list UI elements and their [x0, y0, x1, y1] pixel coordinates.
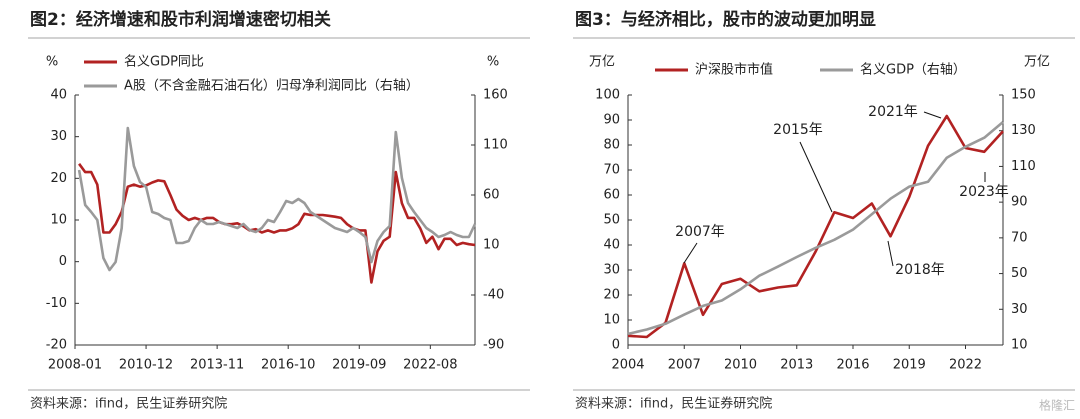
y-tick-label: 30	[50, 129, 67, 144]
y2-tick-label: 110	[483, 138, 508, 153]
x-tick-label: 2008-01	[48, 358, 102, 373]
y2-tick-label: 160	[483, 88, 508, 103]
y-tick-label: 70	[603, 163, 620, 178]
x-tick-label: 2013	[780, 358, 813, 373]
y2-tick-label: 30	[1011, 302, 1028, 317]
x-tick-label: 2022-08	[403, 358, 457, 373]
y-tick-label: 10	[50, 213, 67, 228]
annotation-leader	[683, 242, 698, 264]
annotation: 2018年	[895, 262, 945, 278]
source: 资料来源：ifind，民生证券研究院	[30, 396, 227, 412]
y-tick-label: 100	[595, 88, 620, 103]
y2-tick-label: 150	[1011, 88, 1036, 103]
y-tick-label: 40	[50, 88, 67, 103]
y-tick-label: 80	[603, 138, 620, 153]
annotation-leader	[887, 240, 894, 267]
annotation: 2023年	[959, 184, 1009, 200]
y2-tick-label: 10	[1011, 338, 1028, 353]
source: 资料来源：ifind，民生证券研究院	[575, 396, 772, 412]
legend-label: 名义GDP同比	[124, 54, 204, 70]
x-tick-label: 2016-10	[261, 358, 315, 373]
y-axis-label: 万亿	[589, 55, 615, 70]
chart-title: 图3：与经济相比，股市的波动更加明显	[575, 9, 876, 30]
y-tick-label: 0	[612, 338, 620, 353]
y-tick-label: 40	[603, 238, 620, 253]
x-tick-label: 2013-11	[190, 358, 244, 373]
y2-tick-label: 70	[1011, 230, 1028, 245]
y2-tick-label: -40	[483, 288, 504, 303]
y2-tick-label: 130	[1011, 123, 1036, 138]
x-tick-label: 2019	[893, 358, 926, 373]
legend-label: A股（不含金融石油石化）归母净利润同比（右轴）	[124, 78, 419, 94]
y-tick-label: 60	[603, 188, 620, 203]
y-axis-label: %	[46, 55, 58, 70]
annotation-leader	[799, 141, 833, 213]
legend-label: 沪深股市市值	[695, 62, 773, 78]
x-tick-label: 2004	[611, 358, 644, 373]
legend-label: 名义GDP（右轴）	[860, 62, 966, 78]
x-tick-label: 2022	[949, 358, 982, 373]
annotation: 2015年	[773, 122, 823, 138]
x-tick-label: 2007	[668, 358, 701, 373]
y2-axis-label: %	[487, 55, 499, 70]
y-tick-label: -10	[46, 296, 67, 311]
annotation: 2021年	[868, 104, 918, 120]
y-tick-label: 50	[603, 213, 620, 228]
x-tick-label: 2016	[836, 358, 869, 373]
chart-title: 图2：经济增速和股市利润增速密切相关	[30, 9, 331, 30]
series-line	[77, 126, 477, 272]
x-tick-label: 2010	[724, 358, 757, 373]
y2-tick-label: -90	[483, 338, 504, 353]
series-line	[627, 121, 1004, 336]
y-tick-label: 10	[603, 313, 620, 328]
y2-tick-label: 110	[1011, 159, 1036, 174]
annotation: 2007年	[675, 224, 725, 240]
y-tick-label: 0	[59, 254, 67, 269]
y2-tick-label: 60	[483, 188, 500, 203]
annotation-leader	[923, 111, 942, 119]
x-tick-label: 2019-09	[332, 358, 386, 373]
y-tick-label: 20	[603, 288, 620, 303]
y2-tick-label: 10	[483, 238, 500, 253]
y-tick-label: 30	[603, 263, 620, 278]
y-tick-label: 20	[50, 171, 67, 186]
y2-axis-label: 万亿	[1024, 55, 1050, 70]
series-line	[627, 114, 1004, 339]
y-tick-label: 90	[603, 113, 620, 128]
x-tick-label: 2010-12	[119, 358, 173, 373]
y2-tick-label: 50	[1011, 266, 1028, 281]
watermark: 格隆汇	[1039, 398, 1075, 413]
y2-tick-label: 90	[1011, 195, 1028, 210]
y-tick-label: -20	[46, 338, 67, 353]
